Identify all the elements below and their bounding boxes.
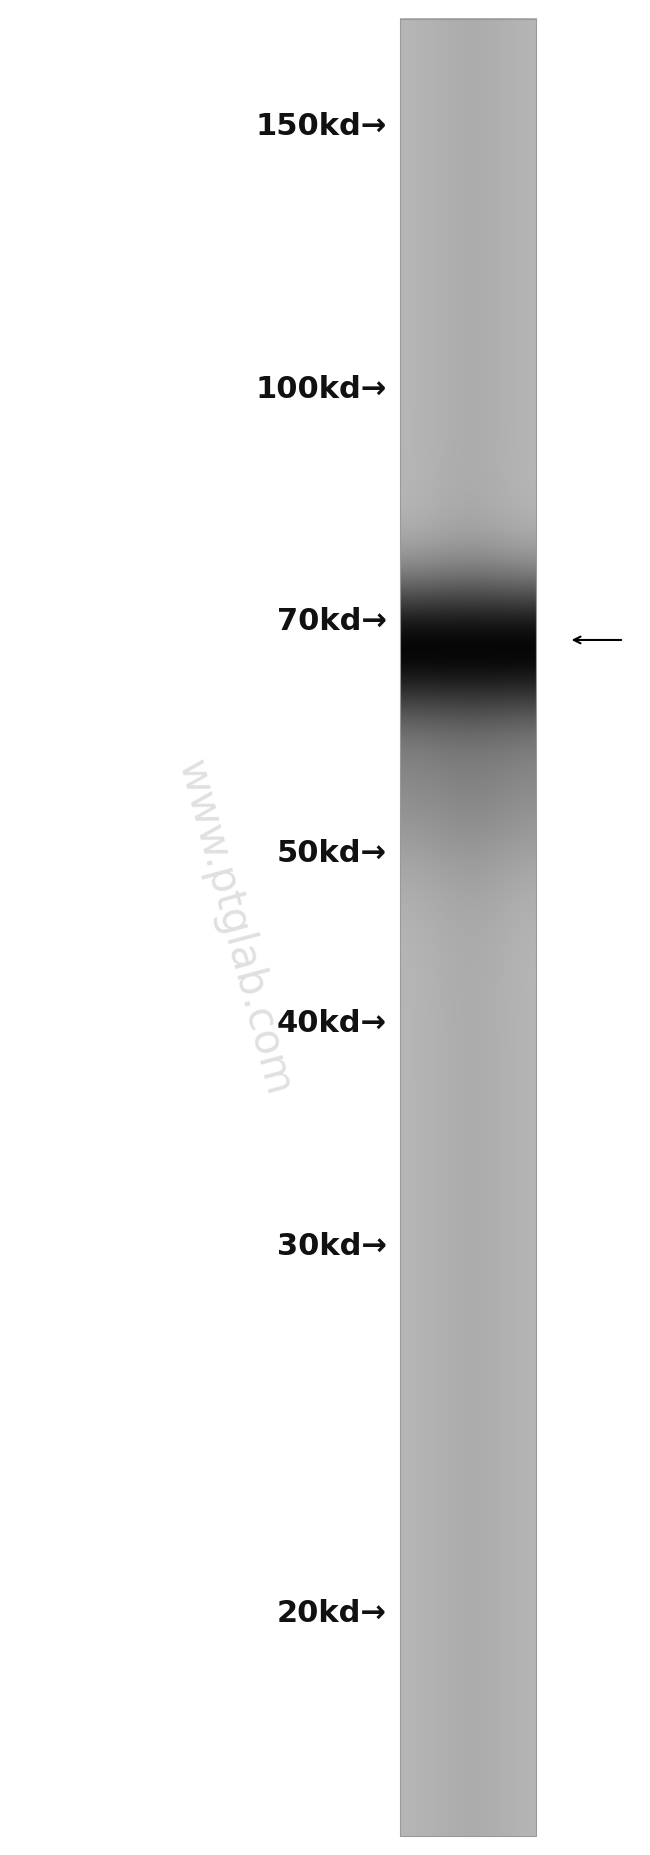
Text: 100kd→: 100kd→ <box>255 375 387 404</box>
Text: 50kd→: 50kd→ <box>277 838 387 868</box>
Text: 150kd→: 150kd→ <box>255 111 387 141</box>
Text: 40kd→: 40kd→ <box>277 1009 387 1039</box>
Bar <box>400 19 536 1836</box>
Text: www.ptglab.com: www.ptglab.com <box>169 755 299 1100</box>
Text: 20kd→: 20kd→ <box>277 1599 387 1629</box>
Text: 30kd→: 30kd→ <box>277 1232 387 1261</box>
Text: 70kd→: 70kd→ <box>277 607 387 636</box>
